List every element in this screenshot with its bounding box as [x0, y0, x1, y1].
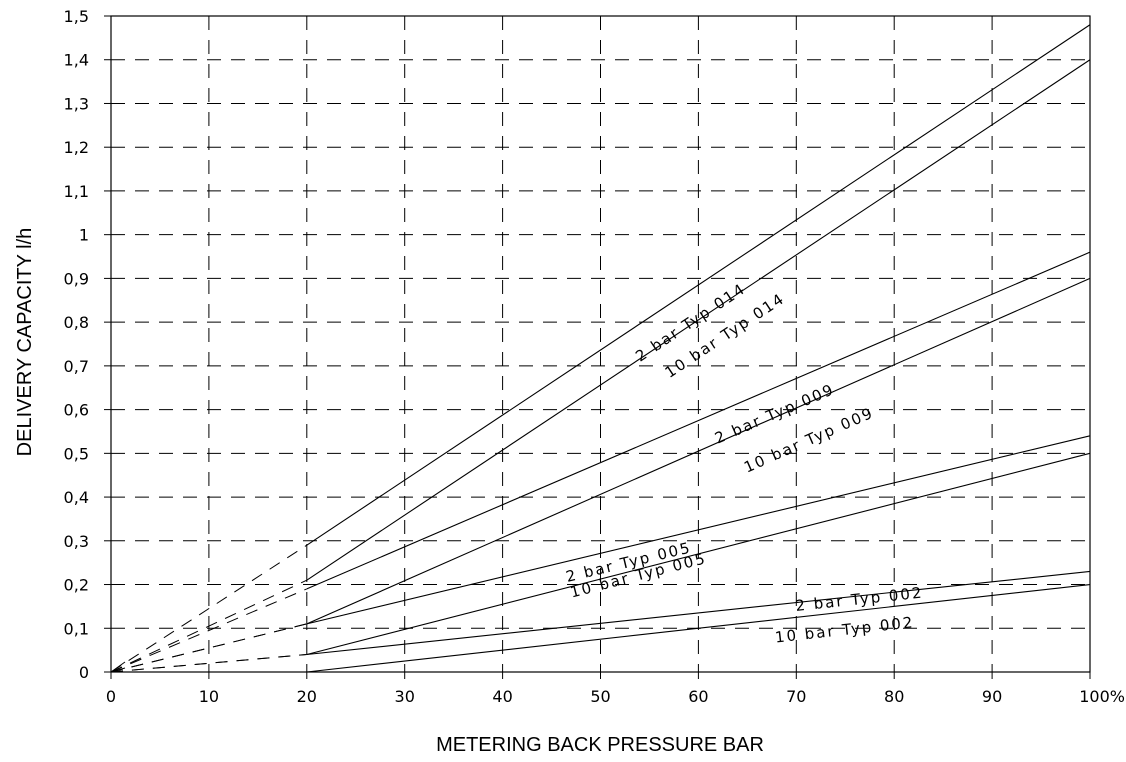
series-line-10-bar-typ-014 — [306, 59, 1091, 581]
y-tick-label: 0 — [79, 663, 89, 682]
x-tick-label: 10 — [199, 687, 219, 706]
y-tick-label: 0,4 — [64, 488, 89, 507]
series-extrapolation-2-bar-typ-009 — [110, 588, 307, 673]
x-tick-label: 90 — [982, 687, 1002, 706]
y-tick-label: 0,7 — [64, 357, 89, 376]
series-extrapolation-2-bar-typ-014 — [110, 544, 308, 673]
y-tick-label: 0,8 — [64, 313, 89, 332]
x-axis-title: METERING BACK PRESSURE BAR — [436, 734, 764, 756]
y-tick-label: 0,6 — [64, 401, 89, 420]
x-tick-label: 80 — [884, 687, 904, 706]
x-tick-label: 20 — [297, 687, 317, 706]
x-tick-label: 100% — [1079, 687, 1125, 706]
y-tick-label: 1,2 — [64, 138, 89, 157]
series-line-2-bar-typ-014 — [306, 24, 1091, 546]
origin-marker — [110, 661, 126, 673]
series-line-2-bar-typ-005 — [306, 435, 1091, 625]
series-line-10-bar-typ-005 — [306, 452, 1091, 656]
y-tick-label: 1,1 — [64, 182, 89, 201]
x-tick-label: 30 — [395, 687, 415, 706]
y-tick-label: 0,9 — [64, 269, 89, 288]
y-tick-label: 0,2 — [64, 576, 89, 595]
x-tick-labels: 0 10 20 30 40 50 60 70 80 90 100% — [106, 672, 1125, 706]
series-extrapolation-2-bar-typ-005 — [110, 623, 307, 673]
x-tick-label: 60 — [688, 687, 708, 706]
y-tick-label: 0,1 — [64, 619, 89, 638]
y-tick-label: 1,5 — [64, 7, 89, 26]
series-extrapolation-10-bar-typ-014 — [110, 579, 308, 673]
series-line-10-bar-typ-002 — [306, 583, 1091, 673]
series-layer — [110, 24, 1091, 673]
series-line-2-bar-typ-009 — [306, 251, 1091, 590]
grid-layer — [111, 16, 1090, 672]
x-tick-label: 50 — [590, 687, 610, 706]
y-tick-label: 1,4 — [64, 51, 89, 70]
x-tick-label: 40 — [492, 687, 512, 706]
y-tick-label: 1 — [79, 226, 89, 245]
y-tick-label: 1,3 — [64, 94, 89, 113]
series-line-10-bar-typ-009 — [306, 277, 1091, 625]
x-tick-label: 70 — [786, 687, 806, 706]
y-axis-title: DELIVERY CAPACITY l/h — [14, 228, 36, 457]
y-tick-labels: 0 0,1 0,2 0,3 0,4 0,5 0,6 0,7 0,8 0,9 1 1,1 1,2 1,3 1,… — [64, 7, 111, 682]
series-line-2-bar-typ-002 — [306, 570, 1091, 656]
series-extrapolation-2-bar-typ-002 — [110, 654, 307, 673]
x-tick-label: 0 — [106, 687, 116, 706]
y-tick-label: 0,3 — [64, 532, 89, 551]
y-tick-label: 0,5 — [64, 444, 89, 463]
